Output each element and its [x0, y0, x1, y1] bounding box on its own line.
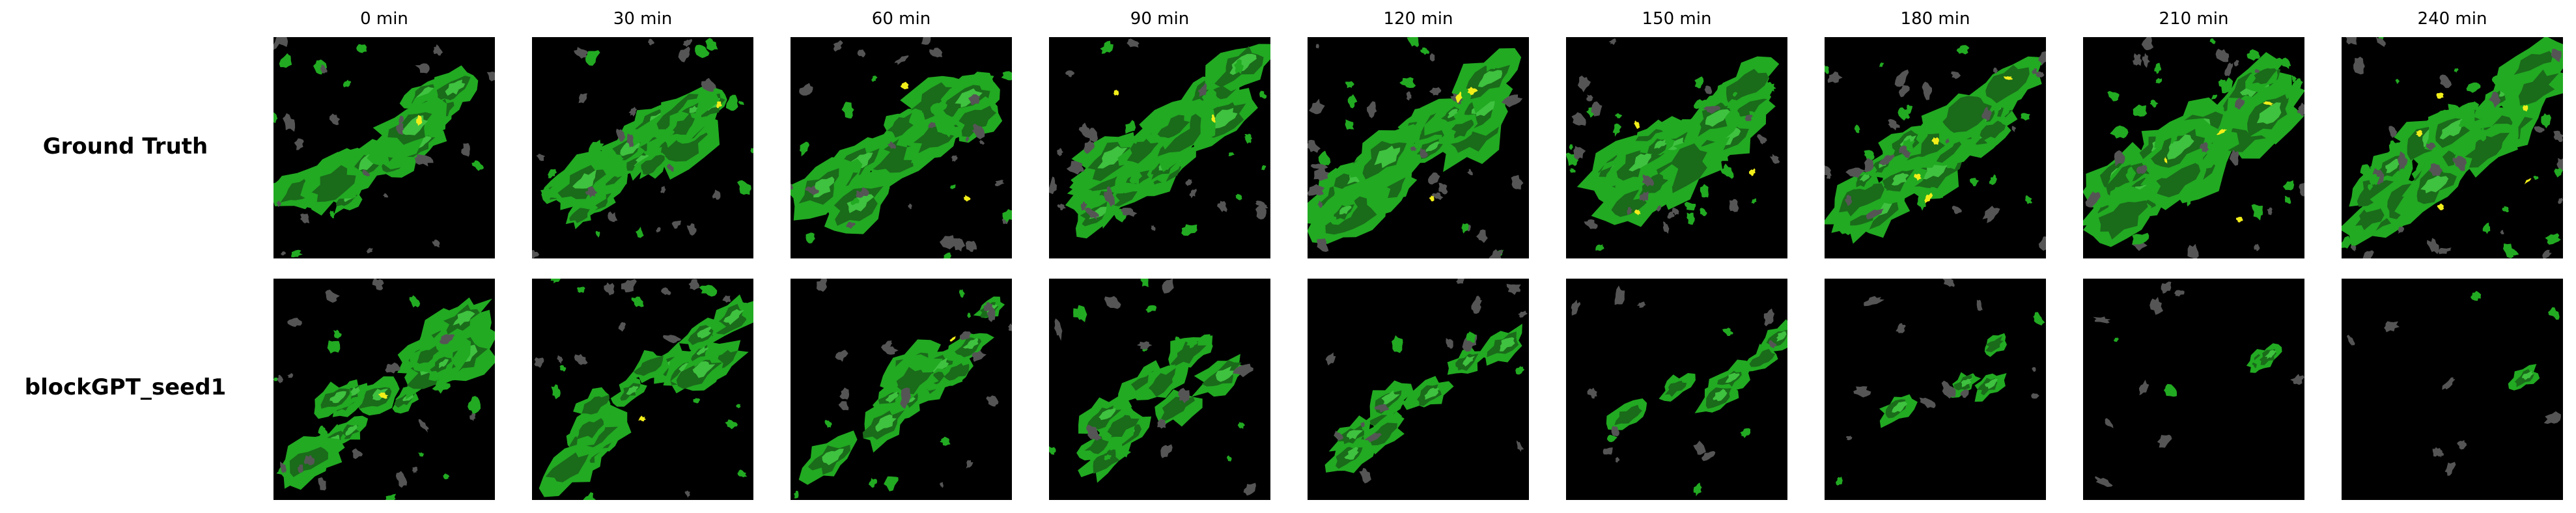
row-label-blockgpt-seed1: blockGPT_seed1 — [24, 374, 227, 400]
prediction-panel-120-min — [1308, 279, 1529, 500]
prediction-panel-180-min — [1825, 279, 2046, 500]
prediction-panel-0-min — [273, 279, 495, 500]
ground-truth-panel-60-min — [791, 37, 1012, 258]
prediction-panel-240-min — [2342, 279, 2563, 500]
radar-field-image — [1566, 37, 1787, 258]
radar-field-image — [1825, 279, 2046, 500]
ground-truth-panel-0-min — [273, 37, 495, 258]
ground-truth-panel-150-min — [1566, 37, 1787, 258]
column-title-150-min: 150 min — [1642, 9, 1712, 29]
ground-truth-panel-30-min — [532, 37, 753, 258]
ground-truth-panel-210-min — [2083, 37, 2304, 258]
column-title-30-min: 30 min — [613, 9, 673, 29]
radar-field-image — [1049, 279, 1270, 500]
radar-field-image — [791, 279, 1012, 500]
radar-field-image — [2342, 37, 2563, 258]
column-title-120-min: 120 min — [1383, 9, 1453, 29]
ground-truth-panel-240-min — [2342, 37, 2563, 258]
prediction-panel-60-min — [791, 279, 1012, 500]
radar-field-image — [1308, 279, 1529, 500]
ground-truth-panel-180-min — [1825, 37, 2046, 258]
radar-field-image — [273, 279, 495, 500]
column-title-210-min: 210 min — [2159, 9, 2229, 29]
row-label-ground-truth: Ground Truth — [42, 133, 208, 159]
prediction-panel-90-min — [1049, 279, 1270, 500]
column-title-240-min: 240 min — [2417, 9, 2487, 29]
radar-field-image — [2083, 37, 2304, 258]
radar-field-image — [532, 279, 753, 500]
ground-truth-panel-120-min — [1308, 37, 1529, 258]
prediction-panel-210-min — [2083, 279, 2304, 500]
column-title-180-min: 180 min — [1900, 9, 1970, 29]
radar-field-image — [2083, 279, 2304, 500]
radar-field-image — [1308, 37, 1529, 258]
radar-field-image — [791, 37, 1012, 258]
column-title-0-min: 0 min — [360, 9, 408, 29]
column-title-60-min: 60 min — [871, 9, 931, 29]
prediction-panel-30-min — [532, 279, 753, 500]
radar-field-image — [273, 37, 495, 258]
radar-field-image — [1825, 37, 2046, 258]
radar-field-image — [1566, 279, 1787, 500]
radar-field-image — [532, 37, 753, 258]
radar-field-image — [2342, 279, 2563, 500]
prediction-panel-150-min — [1566, 279, 1787, 500]
ground-truth-panel-90-min — [1049, 37, 1270, 258]
column-title-90-min: 90 min — [1130, 9, 1190, 29]
radar-field-image — [1049, 37, 1270, 258]
